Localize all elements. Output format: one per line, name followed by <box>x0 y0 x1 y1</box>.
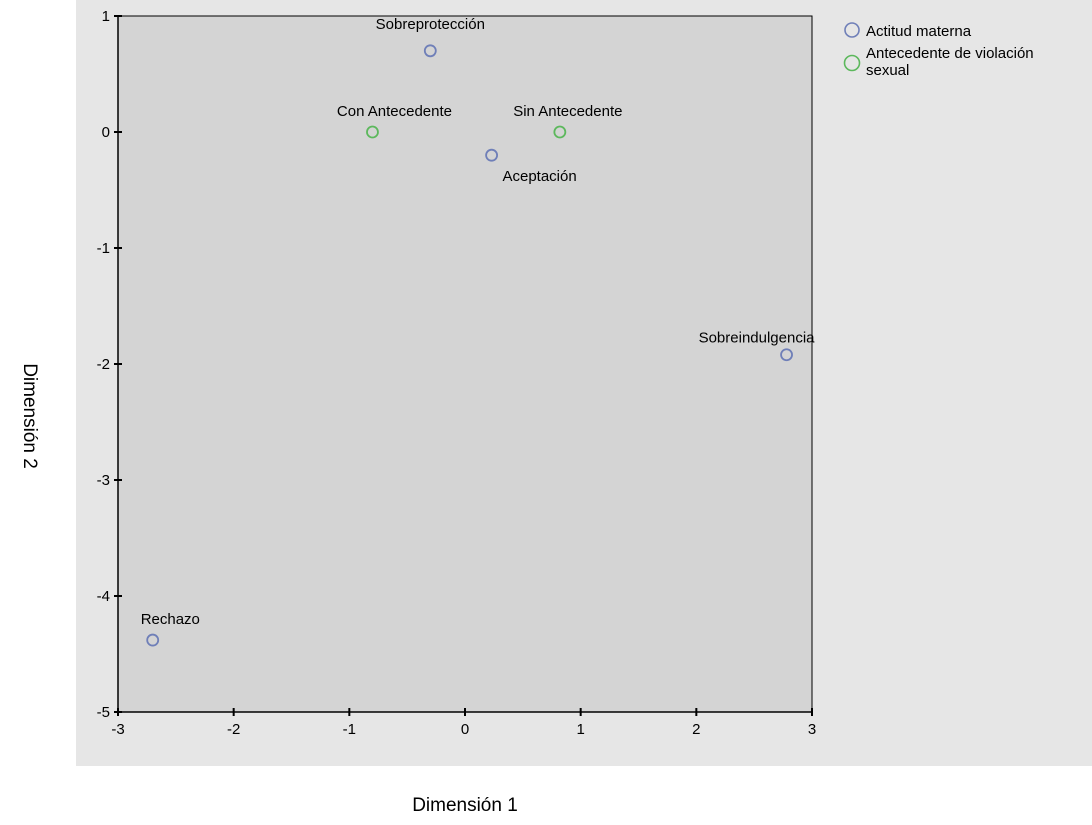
legend-marker <box>843 54 861 72</box>
x-tick-label: 3 <box>808 721 816 738</box>
data-point <box>146 633 160 647</box>
x-axis-title: Dimensión 1 <box>412 795 518 816</box>
x-tick-label: 2 <box>692 721 700 738</box>
point-label: Sobreindulgencia <box>699 330 816 347</box>
y-tick-label: -2 <box>97 356 110 373</box>
point-label: Rechazo <box>141 611 200 628</box>
y-tick-label: -3 <box>97 472 110 489</box>
y-axis-title: Dimensión 2 <box>19 363 40 469</box>
data-point <box>423 44 437 58</box>
point-label: Con Antecedente <box>337 103 452 120</box>
y-tick-label: -5 <box>97 704 110 721</box>
data-point <box>553 125 567 139</box>
x-tick-label: 1 <box>576 721 584 738</box>
data-point <box>485 148 499 162</box>
y-tick-label: -1 <box>97 240 110 257</box>
y-axis-ticks: 1 0 -1 -2 -3 -4 -5 <box>97 8 122 721</box>
data-point <box>366 125 379 139</box>
data-points: Sobreprotección Aceptación Sobreindulgenci… <box>141 16 816 647</box>
x-tick-label: -2 <box>227 721 240 738</box>
legend: Actitud materna Antecedente de violación s… <box>843 22 1034 79</box>
y-tick-label: 1 <box>102 8 110 25</box>
x-tick-label: -1 <box>343 721 356 738</box>
legend-label: Actitud materna <box>866 23 972 40</box>
x-tick-label: -3 <box>111 721 124 738</box>
x-axis-ticks: -3 -2 -1 0 1 2 3 <box>111 708 816 738</box>
point-label: Aceptación <box>502 168 576 185</box>
x-tick-label: 0 <box>461 721 469 738</box>
plot-area <box>117 15 813 713</box>
data-point <box>780 348 793 362</box>
y-tick-label: -4 <box>97 588 110 605</box>
legend-marker <box>844 22 860 38</box>
point-label: Sin Antecedente <box>513 103 622 120</box>
point-label: Sobreprotección <box>376 16 485 33</box>
y-tick-label: 0 <box>102 124 110 141</box>
legend-label: Antecedente de violación sexual <box>866 45 1034 79</box>
